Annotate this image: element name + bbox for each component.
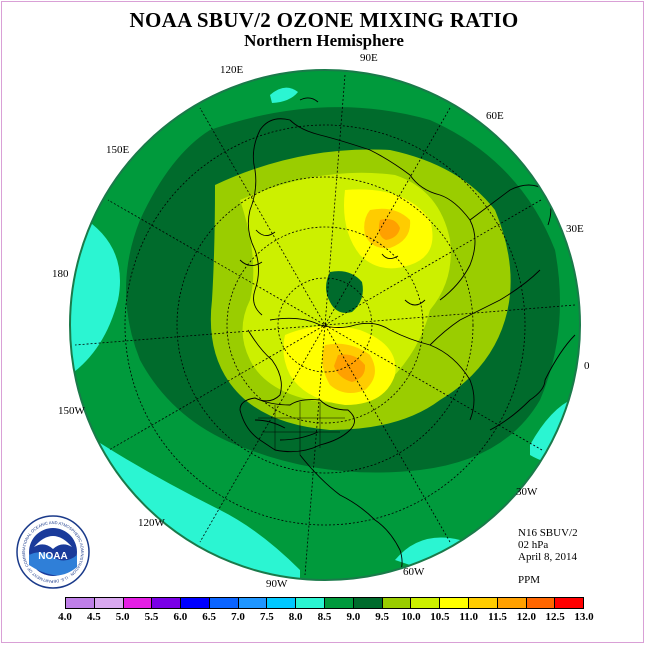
colorbar-segment bbox=[296, 598, 326, 608]
colorbar-tick-label: 7.5 bbox=[259, 611, 274, 623]
lon-label-30w: 30W bbox=[516, 486, 538, 498]
colorbar-segment bbox=[181, 598, 210, 608]
colorbar-tick-label: 4.0 bbox=[58, 611, 72, 623]
colorbar-segment bbox=[267, 598, 297, 608]
colorbar-segment bbox=[468, 598, 498, 608]
colorbar-tick-label: 9.0 bbox=[346, 611, 361, 623]
colorbar-segment bbox=[238, 598, 268, 608]
noaa-logo: NOAA NATIONAL OCEANIC AND ATMOSPHERIC AD… bbox=[16, 515, 90, 589]
colorbar-segment bbox=[325, 598, 354, 608]
map-subtitle: Northern Hemisphere bbox=[244, 31, 404, 50]
instrument-label: N16 SBUV/2 bbox=[518, 527, 578, 539]
colorbar-tick-label: 5.5 bbox=[144, 611, 159, 623]
ozone-contours bbox=[70, 70, 580, 580]
lon-label-180: 180 bbox=[52, 268, 69, 280]
lon-label-60w: 60W bbox=[403, 566, 425, 578]
colorbar-tick-label: 11.0 bbox=[459, 611, 478, 623]
colorbar-segment bbox=[411, 598, 441, 608]
lon-label-150e: 150E bbox=[106, 144, 130, 156]
colorbar-segment bbox=[209, 598, 239, 608]
pressure-level-label: 02 hPa bbox=[518, 539, 549, 551]
colorbar-segment bbox=[353, 598, 383, 608]
colorbar-segment bbox=[440, 598, 469, 608]
lon-label-30e: 30E bbox=[566, 223, 584, 235]
colorbar-tick-label: 12.5 bbox=[545, 611, 565, 623]
colorbar-tick-label: 7.0 bbox=[231, 611, 245, 623]
contour-11-5-a bbox=[378, 219, 400, 240]
lon-label-90e: 90E bbox=[360, 52, 378, 64]
colorbar-tick-label: 4.5 bbox=[86, 611, 101, 623]
colorbar-segment bbox=[123, 598, 153, 608]
colorbar-segment bbox=[555, 598, 584, 608]
colorbar-tick-label: 12.0 bbox=[516, 611, 536, 623]
colorbar-tick-label: 11.5 bbox=[488, 611, 507, 623]
country-borders bbox=[258, 402, 345, 455]
colorbar-segment bbox=[152, 598, 182, 608]
contour-8-0-west bbox=[70, 210, 120, 375]
colorbar-tick-label: 10.0 bbox=[401, 611, 421, 623]
colorbar-segment bbox=[526, 598, 556, 608]
lon-label-120w: 120W bbox=[138, 517, 165, 529]
lon-label-90w: 90W bbox=[266, 578, 288, 590]
colorbar-tick-label: 10.5 bbox=[430, 611, 450, 623]
lon-label-60e: 60E bbox=[486, 110, 504, 122]
units-label: PPM bbox=[518, 574, 541, 586]
colorbar-tick-label: 13.0 bbox=[574, 611, 594, 623]
colorbar-segment bbox=[382, 598, 412, 608]
graticule bbox=[74, 74, 576, 576]
colorbar bbox=[65, 597, 584, 609]
lon-label-120e: 120E bbox=[220, 64, 244, 76]
map-title: NOAA SBUV/2 OZONE MIXING RATIO bbox=[129, 8, 519, 32]
date-label: April 8, 2014 bbox=[518, 551, 577, 563]
colorbar-segment bbox=[94, 598, 124, 608]
lon-label-0: 0 bbox=[584, 360, 590, 372]
colorbar-tick-label: 8.5 bbox=[317, 611, 332, 623]
noaa-logo-text: NOAA bbox=[38, 551, 67, 562]
colorbar-tick-label: 9.5 bbox=[375, 611, 390, 623]
colorbar-segment bbox=[66, 598, 95, 608]
colorbar-tick-label: 5.0 bbox=[115, 611, 130, 623]
colorbar-tick-label: 6.5 bbox=[202, 611, 217, 623]
hemisphere-outline bbox=[69, 69, 581, 581]
lon-label-150w: 150W bbox=[58, 405, 85, 417]
contour-8-0-north bbox=[270, 87, 298, 103]
colorbar-segment bbox=[497, 598, 527, 608]
colorbar-tick-label: 6.0 bbox=[173, 611, 188, 623]
colorbar-tick-label: 8.0 bbox=[288, 611, 303, 623]
